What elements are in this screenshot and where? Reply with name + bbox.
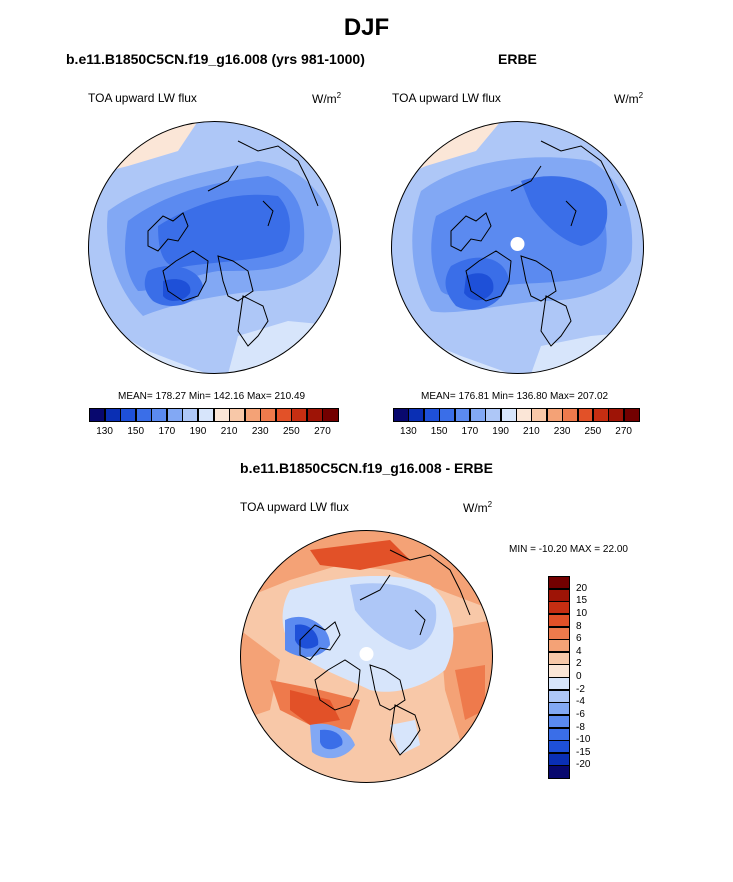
- obs-colorbar-tick-label: 170: [461, 426, 479, 437]
- model-colorbar-cell: [229, 408, 246, 422]
- model-colorbar-cell: [120, 408, 137, 422]
- difference-colorbar-tick-label: 0: [576, 671, 582, 682]
- difference-colorbar-tick-label: 10: [576, 607, 588, 619]
- model-colorbar-cell: [213, 408, 230, 422]
- obs-colorbar-tick-label: 190: [492, 426, 509, 437]
- obs-colorbar-cell: [608, 408, 625, 422]
- difference-panel-title: b.e11.B1850C5CN.f19_g16.008 - ERBE: [240, 460, 493, 476]
- obs-colorbar-cell: [531, 408, 548, 422]
- model-stats: MEAN= 178.27 Min= 142.16 Max= 210.49: [118, 391, 306, 402]
- difference-colorbar-cell: [548, 664, 570, 678]
- main-title: DJF: [343, 14, 390, 41]
- difference-colorbar-tick-label: -10: [576, 734, 591, 746]
- model-colorbar-tick-label: 190: [189, 426, 207, 437]
- model-panel-title: b.e11.B1850C5CN.f19_g16.008 (yrs 981-100…: [66, 51, 365, 67]
- obs-colorbar-cell: [516, 408, 532, 422]
- difference-colorbar-tick-label: 15: [576, 595, 588, 607]
- difference-colorbar-tick-label: -15: [576, 746, 591, 758]
- difference-colorbar-cell: [548, 576, 570, 590]
- difference-variable-label: TOA upward LW flux: [240, 500, 349, 514]
- model-colorbar-cell: [291, 408, 308, 422]
- difference-colorbar-tick-label: 20: [576, 582, 588, 594]
- model-colorbar-cell: [275, 408, 292, 422]
- model-units-label: W/m2: [312, 91, 342, 106]
- obs-colorbar-cell: [439, 408, 455, 422]
- obs-colorbar-cell: [546, 408, 563, 422]
- obs-colorbar-cell: [393, 408, 409, 422]
- difference-colorbar-cell: [548, 689, 570, 703]
- difference-colorbar-tick-label: -4: [576, 696, 585, 708]
- obs-colorbar-tick-label: 230: [553, 426, 571, 437]
- difference-polar-map: [240, 530, 493, 783]
- model-colorbar-cell: [104, 408, 121, 422]
- difference-colorbar-cell: [548, 752, 570, 766]
- difference-colorbar-cell: [548, 702, 570, 716]
- model-polar-map: [88, 121, 341, 374]
- difference-colorbar-cell: [548, 639, 570, 653]
- difference-units-label: W/m2: [463, 500, 493, 515]
- difference-colorbar-cell: [548, 613, 570, 627]
- difference-colorbar-cell: [548, 677, 570, 691]
- difference-colorbar-cell: [548, 651, 570, 665]
- difference-colorbar-tick-label: -20: [576, 759, 591, 771]
- model-colorbar-cell: [166, 408, 183, 422]
- model-colorbar-cell: [197, 408, 214, 422]
- obs-colorbar-cell: [562, 408, 578, 422]
- difference-colorbar-cell: [548, 727, 570, 741]
- difference-colorbar-tick-label: 4: [576, 645, 582, 657]
- difference-stats: MIN = -10.20 MAX = 22.00: [509, 544, 628, 555]
- model-colorbar-cell: [182, 408, 199, 422]
- obs-colorbar-cell: [469, 408, 486, 422]
- difference-colorbar-cell: [548, 740, 570, 754]
- difference-colorbar-tick-label: 6: [576, 633, 582, 645]
- obs-units-label: W/m2: [614, 91, 644, 106]
- difference-colorbar-tick-label: 8: [576, 620, 582, 632]
- model-variable-label: TOA upward LW flux: [88, 91, 197, 105]
- obs-stats: MEAN= 176.81 Min= 136.80 Max= 207.02: [421, 391, 609, 402]
- difference-colorbar-cell: [548, 626, 570, 640]
- model-colorbar-tick-label: 150: [127, 426, 145, 437]
- model-colorbar-tick-label: 130: [96, 426, 113, 437]
- model-colorbar-cell: [244, 408, 261, 422]
- obs-colorbar-cell: [485, 408, 502, 422]
- obs-colorbar-tick-label: 270: [615, 426, 632, 437]
- obs-colorbar-cell: [454, 408, 471, 422]
- model-colorbar-tick-label: 170: [158, 426, 176, 437]
- model-colorbar-tick-label: 230: [251, 426, 269, 437]
- model-colorbar-tick-label: 210: [220, 426, 238, 437]
- difference-colorbar-tick-label: 2: [576, 658, 582, 670]
- obs-colorbar-cell: [423, 408, 440, 422]
- obs-colorbar-cell: [592, 408, 609, 422]
- obs-colorbar-cell: [408, 408, 425, 422]
- obs-colorbar-cell: [623, 408, 640, 422]
- difference-colorbar-tick-label: -6: [576, 708, 585, 720]
- obs-colorbar-tick-label: 250: [584, 426, 602, 437]
- obs-colorbar-tick-label: 130: [400, 426, 417, 437]
- obs-colorbar-tick-label: 150: [430, 426, 448, 437]
- model-colorbar-cell: [151, 408, 168, 422]
- difference-colorbar-cell: [548, 714, 570, 728]
- obs-panel-title: ERBE: [498, 51, 537, 67]
- model-colorbar-tick-label: 250: [282, 426, 300, 437]
- model-colorbar-cell: [306, 408, 323, 422]
- model-colorbar-cell: [260, 408, 277, 422]
- obs-colorbar-cell: [500, 408, 517, 422]
- obs-variable-label: TOA upward LW flux: [392, 91, 501, 105]
- difference-colorbar-tick-label: -2: [576, 683, 585, 695]
- obs-colorbar-cell: [577, 408, 594, 422]
- difference-colorbar-tick-label: -8: [576, 721, 585, 733]
- difference-colorbar-cell: [548, 765, 570, 779]
- difference-colorbar-cell: [548, 588, 570, 602]
- obs-colorbar-tick-label: 210: [523, 426, 540, 437]
- obs-polar-map: [391, 121, 644, 374]
- model-colorbar-tick-label: 270: [314, 426, 331, 437]
- model-colorbar-cell: [322, 408, 339, 422]
- difference-colorbar-cell: [548, 601, 570, 615]
- model-colorbar-cell: [135, 408, 152, 422]
- model-colorbar-cell: [89, 408, 106, 422]
